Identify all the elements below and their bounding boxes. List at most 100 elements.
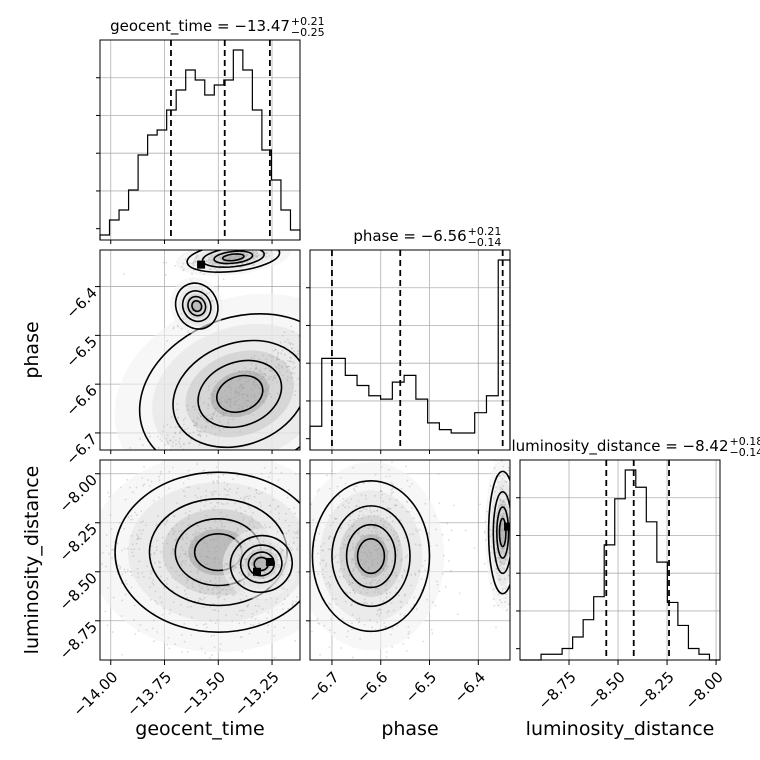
- sample-point: [346, 630, 349, 633]
- sample-point: [319, 562, 321, 565]
- sample-point: [253, 495, 256, 498]
- sample-point: [245, 559, 247, 561]
- sample-point: [293, 507, 296, 509]
- sample-point: [316, 490, 319, 493]
- sample-point: [200, 415, 203, 418]
- sample-point: [392, 483, 394, 486]
- sample-point: [152, 579, 155, 581]
- sample-point: [311, 630, 313, 633]
- sample-point: [504, 440, 506, 442]
- sample-point: [195, 421, 198, 424]
- sample-point: [348, 310, 350, 312]
- sample-point: [229, 488, 231, 490]
- sample-point: [226, 585, 229, 588]
- histogram-step: [520, 469, 720, 661]
- sample-point: [331, 470, 333, 472]
- contour-line: [331, 505, 411, 608]
- sample-point: [234, 257, 236, 260]
- sample-point: [268, 242, 270, 244]
- sample-point: [511, 508, 513, 510]
- sample-point: [360, 535, 363, 538]
- sample-point: [207, 259, 210, 262]
- sample-point: [369, 525, 371, 528]
- sample-point: [375, 533, 378, 536]
- sample-point: [154, 453, 156, 455]
- sample-point: [293, 362, 295, 364]
- sample-point: [218, 476, 220, 478]
- sample-point: [277, 479, 280, 482]
- sample-point: [196, 463, 199, 465]
- sample-point: [382, 524, 385, 526]
- sample-point: [248, 413, 251, 415]
- sample-point: [238, 256, 240, 258]
- sample-point: [218, 591, 221, 594]
- sample-point: [184, 495, 186, 497]
- sample-point: [325, 583, 328, 585]
- sample-point: [101, 562, 103, 565]
- sample-point: [231, 582, 234, 585]
- xlabel-geocent_time: geocent_time: [135, 718, 264, 740]
- sample-point: [211, 262, 214, 265]
- sample-point: [363, 552, 366, 554]
- sample-point: [244, 558, 246, 561]
- sample-point: [153, 551, 156, 554]
- sample-point: [368, 481, 371, 484]
- sample-point: [261, 608, 264, 610]
- sample-point: [213, 561, 216, 563]
- sample-point: [492, 455, 494, 457]
- sample-point: [364, 598, 366, 601]
- sample-point: [226, 407, 228, 410]
- sample-point: [359, 638, 361, 641]
- sample-point: [140, 532, 143, 535]
- sample-point: [182, 262, 185, 265]
- sample-point: [178, 442, 181, 445]
- xlabel-phase: phase: [381, 718, 438, 740]
- sample-point: [105, 534, 108, 537]
- sample-point: [373, 579, 376, 581]
- sample-point: [224, 412, 227, 415]
- sample-point: [493, 604, 496, 607]
- sample-point: [210, 527, 213, 529]
- sample-point: [252, 549, 255, 552]
- sample-point: [273, 656, 276, 659]
- sample-point: [500, 550, 503, 553]
- sample-point: [382, 537, 385, 540]
- sample-point: [253, 357, 256, 360]
- sample-point: [223, 389, 226, 392]
- contour-line: [114, 471, 300, 633]
- sample-point: [160, 439, 163, 442]
- sample-point: [169, 426, 172, 429]
- sample-point: [272, 377, 275, 379]
- sample-point: [205, 500, 207, 502]
- sample-point: [388, 663, 390, 665]
- sample-point: [483, 530, 486, 533]
- sample-point: [441, 572, 444, 575]
- sample-point: [293, 531, 296, 534]
- sample-point: [500, 547, 503, 550]
- sample-point: [344, 506, 346, 509]
- sample-point: [231, 247, 233, 249]
- sample-point: [287, 489, 290, 491]
- sample-point: [503, 562, 506, 565]
- sample-point: [132, 619, 135, 622]
- sample-point: [285, 365, 288, 368]
- sample-point: [307, 559, 309, 561]
- sample-point: [302, 605, 304, 607]
- sample-point: [306, 596, 308, 598]
- sample-point: [354, 592, 356, 595]
- sample-point: [187, 517, 190, 520]
- sample-point: [218, 284, 221, 287]
- sample-point: [512, 554, 514, 556]
- sample-point: [419, 268, 421, 270]
- sample-point: [256, 244, 258, 246]
- sample-point: [247, 572, 250, 575]
- sample-point: [264, 488, 267, 491]
- sample-point: [304, 639, 306, 641]
- sample-point: [295, 531, 298, 533]
- sample-point: [508, 574, 510, 577]
- sample-point: [404, 593, 407, 596]
- sample-point: [353, 518, 356, 521]
- sample-point: [200, 426, 203, 428]
- sample-point: [246, 254, 249, 257]
- sample-point: [229, 399, 232, 402]
